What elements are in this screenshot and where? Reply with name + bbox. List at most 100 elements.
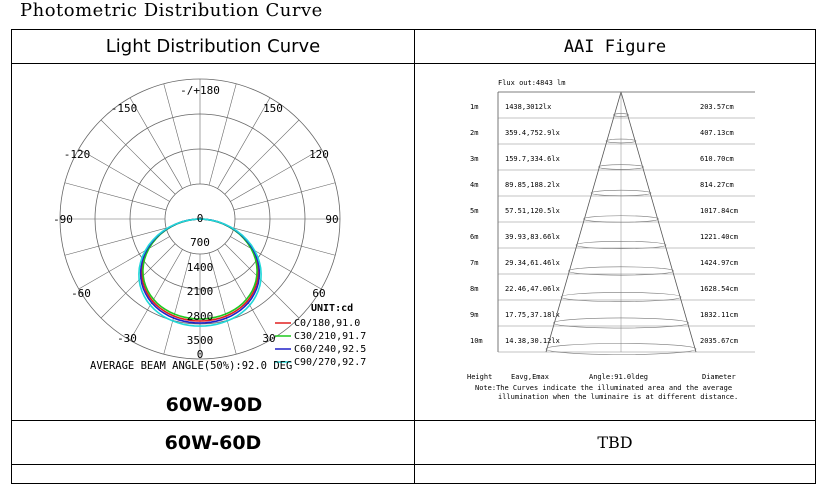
cone-ellipse bbox=[553, 317, 689, 329]
aai-diameter: 407.13cm bbox=[700, 129, 734, 137]
ring-label-2800: 2800 bbox=[187, 310, 214, 323]
note-line-1: Note:The Curves indicate the illuminated… bbox=[475, 384, 732, 392]
aai-height: 10m bbox=[470, 337, 483, 345]
cone-ellipse bbox=[583, 215, 659, 223]
aai-height: 4m bbox=[470, 181, 478, 189]
curve-1 bbox=[142, 218, 258, 320]
cone-ellipse bbox=[568, 266, 674, 276]
aai-figure-cell: Flux out:4843 lm 1m 1438,3012lx 203.57cm 2m… bbox=[414, 63, 816, 421]
aai-rows: 1m 1438,3012lx 203.57cm 2m 359.4,752.9lx 407.… bbox=[470, 92, 755, 353]
aai-height: 6m bbox=[470, 233, 478, 241]
note-line-2: illumination when the luminaire is at di… bbox=[498, 393, 738, 401]
ring-label-2100: 2100 bbox=[187, 285, 214, 298]
aai-height: 5m bbox=[470, 207, 478, 215]
footer-diameter: Diameter bbox=[702, 373, 736, 381]
cone-ellipse bbox=[605, 138, 637, 144]
angle-labels: -/+180 -150 150 -120 120 -90 90 -60 60 -… bbox=[53, 84, 339, 361]
aai-height: 3m bbox=[470, 155, 478, 163]
grid-spoke bbox=[230, 236, 322, 290]
aai-diameter: 1628.54cm bbox=[700, 285, 738, 293]
ring-labels: 0 700 1400 2100 2800 3500 bbox=[187, 212, 214, 347]
cone-ellipse bbox=[560, 292, 682, 302]
grid-spoke bbox=[100, 243, 176, 319]
aai-footer: Height Eavg,Emax Angle:91.0ldeg Diameter… bbox=[467, 373, 738, 401]
aai-eavg: 359.4,752.9lx bbox=[505, 129, 560, 137]
curve-3 bbox=[138, 218, 262, 327]
cone-ellipse bbox=[575, 241, 667, 250]
grid-spoke bbox=[208, 83, 237, 186]
footer-angle: Angle:91.0ldeg bbox=[589, 373, 648, 381]
ring-label-3500: 3500 bbox=[187, 334, 214, 347]
angle-label-0: 0 bbox=[197, 348, 204, 361]
angle-label-p150: 150 bbox=[263, 102, 283, 115]
legend: C0/180,91.0 C30/210,91.7 C60/240,92.5 C9… bbox=[275, 318, 366, 368]
angle-label-m60: -60 bbox=[71, 287, 91, 300]
aai-diameter: 203.57cm bbox=[700, 103, 734, 111]
ring-label-700: 700 bbox=[190, 236, 210, 249]
row3-left bbox=[11, 464, 415, 484]
grid-spoke bbox=[129, 249, 183, 341]
cone-ellipse bbox=[545, 343, 697, 355]
grid-spoke bbox=[64, 182, 167, 211]
grid-spoke bbox=[224, 243, 300, 319]
grid-spoke bbox=[100, 119, 176, 195]
aai-height: 7m bbox=[470, 259, 478, 267]
row3-right bbox=[414, 464, 816, 484]
grid-spoke bbox=[217, 249, 271, 341]
angle-label-p60: 60 bbox=[312, 287, 325, 300]
polar-curves bbox=[138, 218, 262, 327]
legend-label-c0: C0/180,91.0 bbox=[294, 318, 360, 329]
aai-diameter: 1221.40cm bbox=[700, 233, 738, 241]
photometric-table: Light Distribution Curve AAI Figure -/+1… bbox=[11, 29, 816, 484]
aai-diameter: 610.70cm bbox=[700, 155, 734, 163]
grid-spoke bbox=[78, 236, 170, 290]
aai-diameter: 814.27cm bbox=[700, 181, 734, 189]
polar-diagram: -/+180 -150 150 -120 120 -90 90 -60 60 -… bbox=[53, 78, 366, 372]
grid-spoke bbox=[233, 227, 336, 256]
flux-label: Flux out:4843 lm bbox=[498, 79, 565, 87]
header-aai-figure: AAI Figure bbox=[414, 29, 816, 64]
aai-height: 2m bbox=[470, 129, 478, 137]
grid-spoke bbox=[163, 252, 192, 355]
aai-eavg: 39.93,83.66lx bbox=[505, 233, 560, 241]
model-label: 60W-90D bbox=[165, 394, 263, 416]
aai-eavg: 29.34,61.46lx bbox=[505, 259, 560, 267]
legend-label-c60: C60/240,92.5 bbox=[294, 344, 366, 355]
footer-height: Height bbox=[467, 373, 492, 381]
angle-label-m150: -150 bbox=[111, 102, 138, 115]
row2-model: 60W-60D bbox=[11, 420, 415, 465]
legend-label-c30: C30/210,91.7 bbox=[294, 331, 366, 342]
aai-eavg: 89.85,188.2lx bbox=[505, 181, 560, 189]
cone-ellipse bbox=[590, 189, 652, 197]
aai-height: 9m bbox=[470, 311, 478, 319]
aai-diameter: 1832.11cm bbox=[700, 311, 738, 319]
grid-spoke bbox=[233, 182, 336, 211]
cone-ellipse bbox=[613, 113, 629, 117]
grid-spoke bbox=[129, 97, 183, 189]
angle-label-m120: -120 bbox=[64, 148, 91, 161]
grid-spoke bbox=[64, 227, 167, 256]
grid-spoke bbox=[163, 83, 192, 186]
aai-diameter: 2035.67cm bbox=[700, 337, 738, 345]
aai-diameter: 1424.97cm bbox=[700, 259, 738, 267]
aai-eavg: 22.46,47.06lx bbox=[505, 285, 560, 293]
grid-spoke bbox=[224, 119, 300, 195]
aai-diagram: Flux out:4843 lm 1m 1438,3012lx 203.57cm 2m… bbox=[467, 79, 755, 401]
row2-aai: TBD bbox=[414, 420, 816, 465]
header-light-distribution: Light Distribution Curve bbox=[11, 29, 415, 64]
ring-label-0: 0 bbox=[197, 212, 204, 225]
cone-edge-left bbox=[545, 91, 622, 353]
grid-spoke bbox=[208, 252, 237, 355]
curve-2 bbox=[139, 218, 261, 324]
angle-label-p30: 30 bbox=[262, 332, 275, 345]
aai-eavg: 14.38,30.12lx bbox=[505, 337, 560, 345]
aai-height: 8m bbox=[470, 285, 478, 293]
legend-label-c90: C90/270,92.7 bbox=[294, 357, 366, 368]
angle-label-m30: -30 bbox=[117, 332, 137, 345]
beam-angle-note: AVERAGE BEAM ANGLE(50%):92.0 DEG bbox=[90, 360, 292, 372]
aai-cone bbox=[545, 91, 697, 355]
ring-label-1400: 1400 bbox=[187, 261, 214, 274]
aai-height: 1m bbox=[470, 103, 478, 111]
cone-edge-right bbox=[620, 91, 697, 353]
angle-label-180: -/+180 bbox=[180, 84, 220, 97]
